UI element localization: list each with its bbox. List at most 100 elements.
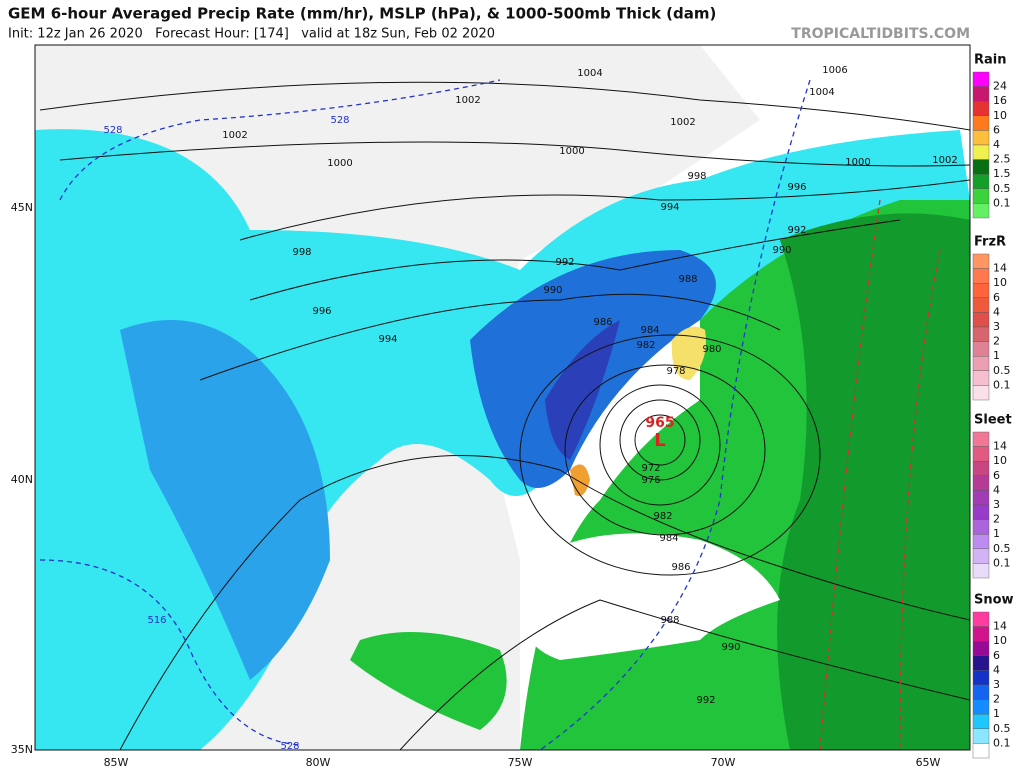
isobar-label: 990 — [772, 245, 791, 256]
longitude-label: 80W — [306, 756, 331, 769]
legend-label: 0.1 — [993, 196, 1011, 209]
legend-label: 10 — [993, 109, 1007, 122]
legend-label: 3 — [993, 498, 1000, 511]
legend-label: 0.1 — [993, 378, 1011, 391]
legend-label: 0.1 — [993, 556, 1011, 569]
legend-label: 6 — [993, 469, 1000, 482]
map-frame — [34, 44, 971, 751]
legend-label: 2 — [993, 335, 1000, 348]
thickness-label: 528 — [330, 115, 349, 126]
longitude-label: 75W — [508, 756, 533, 769]
legend-title: FrzR — [974, 235, 1006, 250]
legend-label: 1 — [993, 707, 1000, 720]
legend-swatch — [972, 312, 990, 328]
legend-label: 14 — [993, 440, 1007, 453]
legend-swatch — [972, 548, 990, 564]
legend-swatch — [972, 283, 990, 299]
isobars — [39, 81, 970, 750]
legend-swatch — [972, 728, 990, 744]
legend-label: 6 — [993, 291, 1000, 304]
legend-label: 4 — [993, 305, 1000, 318]
legend-label: 24 — [993, 80, 1007, 93]
thickness-lines — [39, 79, 941, 750]
rain-south — [350, 632, 507, 730]
legend-label: 6 — [993, 649, 1000, 662]
isobar-label: 1002 — [455, 95, 480, 106]
isobar-label: 978 — [666, 366, 685, 377]
longitude-label: 65W — [916, 756, 941, 769]
precip-moderate — [120, 320, 330, 680]
dry-area — [520, 533, 780, 660]
legend-swatch — [972, 743, 990, 759]
legend-swatch — [972, 203, 990, 219]
isobar-label: 988 — [660, 615, 679, 626]
legend-label: 10 — [993, 276, 1007, 289]
legend-swatch — [972, 641, 990, 657]
legend-label: 1 — [993, 527, 1000, 540]
legend-swatch — [972, 326, 990, 342]
legend-label: 4 — [993, 483, 1000, 496]
legend-label: 1 — [993, 349, 1000, 362]
isobar-label: 996 — [312, 306, 331, 317]
axis-labels: 45N 40N 35N 85W 80W 75W 70W 65W — [11, 201, 941, 769]
isobar-label: 988 — [678, 274, 697, 285]
legend-swatch — [972, 159, 990, 175]
legend-swatch — [972, 115, 990, 131]
legend-label: 1.5 — [993, 167, 1011, 180]
legend-label: 14 — [993, 620, 1007, 633]
legend-label: 3 — [993, 320, 1000, 333]
legend-swatch — [972, 100, 990, 116]
isobar-label: 990 — [721, 642, 740, 653]
isobar-label: 1002 — [670, 117, 695, 128]
legend-swatch — [972, 699, 990, 715]
legend-swatch — [972, 475, 990, 491]
legend-label: 2.5 — [993, 153, 1011, 166]
legend-swatch — [972, 356, 990, 372]
legend-label: 10 — [993, 454, 1007, 467]
low-symbol: L — [654, 430, 665, 451]
isobar-label: 972 — [641, 463, 660, 474]
legend-swatch — [972, 297, 990, 313]
isobar-label: 994 — [378, 334, 397, 345]
latitude-label: 35N — [11, 743, 33, 756]
subtitle: Init: 12z Jan 26 2020 Forecast Hour: [17… — [8, 27, 495, 42]
legend-swatch — [972, 563, 990, 579]
legend-label: 0.1 — [993, 736, 1011, 749]
legend-label: 2 — [993, 693, 1000, 706]
latitude-label: 45N — [11, 201, 33, 214]
isobar-label: 976 — [641, 475, 660, 486]
rain-dark — [777, 213, 970, 750]
thickness-label: 528 — [103, 125, 122, 136]
isobar-label: 1000 — [327, 158, 352, 169]
legend-swatch — [972, 684, 990, 700]
legend-swatch — [972, 504, 990, 520]
isobar-label: 998 — [687, 171, 706, 182]
legend-swatch — [972, 130, 990, 146]
legend-swatch — [972, 519, 990, 535]
isobar-label: 992 — [787, 225, 806, 236]
legend-swatch — [972, 431, 990, 447]
legend-swatch — [972, 144, 990, 160]
legend-swatch — [972, 461, 990, 477]
isobar-label: 1000 — [845, 157, 870, 168]
site-credit: TROPICALTIDBITS.COM — [791, 26, 970, 42]
legend-swatch — [972, 173, 990, 189]
legend-label: 16 — [993, 94, 1007, 107]
longitude-label: 85W — [104, 756, 129, 769]
isobar-label: 982 — [636, 340, 655, 351]
isobar-label: 1004 — [809, 87, 834, 98]
precip-heaviest — [545, 320, 620, 460]
legend-swatch — [972, 490, 990, 506]
isobar-label: 986 — [593, 317, 612, 328]
thickness-label: 516 — [147, 615, 166, 626]
isobar-label: 992 — [555, 257, 574, 268]
isobar-label: 984 — [659, 533, 678, 544]
isobar-label: 998 — [292, 247, 311, 258]
legend-swatch — [972, 714, 990, 730]
title: GEM 6-hour Averaged Precip Rate (mm/hr),… — [8, 5, 716, 23]
latitude-label: 40N — [11, 473, 33, 486]
isobar-label: 980 — [702, 344, 721, 355]
legend-title: Rain — [974, 53, 1007, 68]
